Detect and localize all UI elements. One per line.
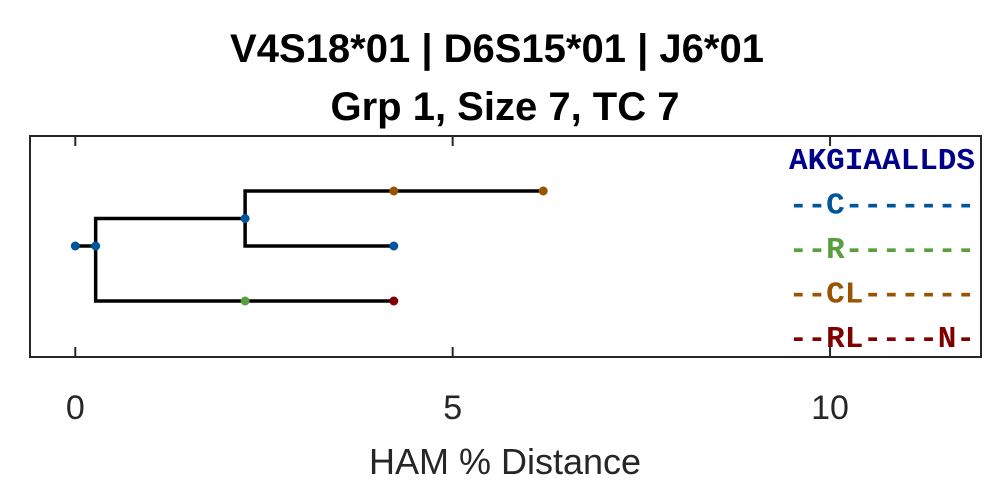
tree-node — [240, 214, 250, 223]
x-axis-label: HAM % Distance — [369, 441, 641, 482]
sequence-label: --C------- — [789, 189, 975, 224]
plot-area — [29, 135, 982, 358]
tree-node — [91, 241, 101, 251]
tree-node — [240, 296, 250, 306]
tree-node — [389, 241, 399, 251]
sequence-labels: AKGIAALLDS --C------- --R------- --CL------… — [789, 144, 975, 357]
tree-branch — [93, 246, 246, 303]
sequence-label: --RL----N- — [789, 322, 975, 357]
tree-branch — [243, 189, 394, 219]
sequence-label: --R------- — [789, 233, 975, 268]
sequence-label: AKGIAALLDS — [789, 144, 975, 179]
tree-node — [70, 241, 80, 251]
x-tick-label: 0 — [66, 389, 85, 427]
tree-node — [538, 186, 548, 196]
tree-node — [389, 296, 399, 306]
x-axis-ticks: 0 5 10 — [66, 136, 849, 427]
x-tick-label: 10 — [811, 389, 849, 427]
sequence-label: --CL------ — [789, 278, 975, 313]
tree-node — [389, 186, 399, 196]
tree-nodes — [70, 186, 548, 306]
chart-subtitle: Grp 1, Size 7, TC 7 — [330, 85, 679, 129]
chart-title: V4S18*01 | D6S15*01 | J6*01 — [230, 27, 764, 71]
tree-branch — [243, 218, 394, 248]
x-tick-label: 5 — [443, 389, 462, 427]
tree-branch — [93, 216, 246, 246]
